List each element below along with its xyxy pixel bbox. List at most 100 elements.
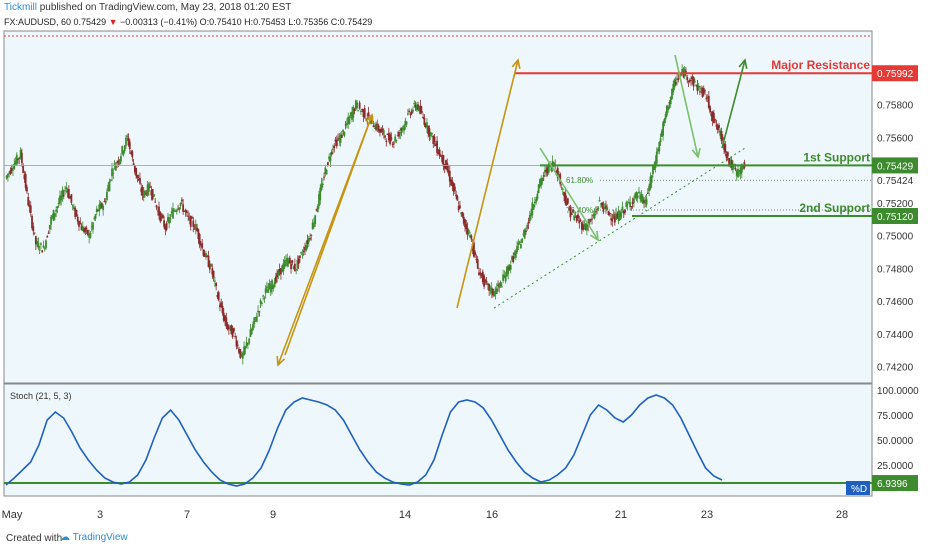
candle-body bbox=[344, 124, 347, 126]
candle-body bbox=[196, 227, 198, 232]
candle-body bbox=[573, 215, 576, 221]
candle-body bbox=[615, 213, 618, 220]
candle-body bbox=[323, 176, 325, 178]
candle-body bbox=[334, 139, 337, 142]
candle-body bbox=[191, 217, 193, 219]
pullback-arrow-2 bbox=[674, 54, 699, 158]
candle-body bbox=[732, 164, 734, 170]
candle-body bbox=[146, 184, 149, 196]
candle-body bbox=[145, 193, 148, 195]
candle-body bbox=[193, 228, 196, 230]
candle-body bbox=[272, 285, 275, 289]
candle-body bbox=[277, 270, 280, 276]
candle-body bbox=[222, 312, 225, 321]
candle-body bbox=[38, 249, 41, 251]
candle-body bbox=[480, 273, 483, 276]
candle-body bbox=[160, 216, 163, 218]
candle-body bbox=[333, 145, 336, 149]
candle-body bbox=[379, 129, 381, 133]
candle-body bbox=[485, 281, 488, 283]
candle-body bbox=[469, 235, 471, 238]
candle-body bbox=[150, 190, 153, 196]
candle-body bbox=[210, 264, 212, 267]
candle-body bbox=[395, 139, 398, 141]
candle-body bbox=[500, 286, 503, 288]
candle-body bbox=[234, 335, 237, 337]
candle-body bbox=[194, 224, 197, 230]
candle-body bbox=[396, 134, 399, 136]
candle-body bbox=[688, 79, 691, 82]
candle-body bbox=[728, 157, 731, 165]
candle-body bbox=[202, 249, 205, 256]
candle-body bbox=[34, 236, 37, 245]
candle-body bbox=[120, 156, 122, 162]
candle-body bbox=[494, 288, 497, 295]
second-support-price-tag-box bbox=[872, 208, 918, 225]
candle-body bbox=[629, 201, 631, 207]
candle-body bbox=[203, 253, 206, 258]
publish-text: published on TradingView.com, May 23, 20… bbox=[39, 2, 292, 13]
candle-body bbox=[602, 207, 605, 212]
candle-body bbox=[502, 274, 505, 281]
candle-body bbox=[586, 223, 588, 231]
candle-body bbox=[254, 317, 257, 319]
candle-body bbox=[117, 160, 120, 163]
candle-body bbox=[592, 214, 595, 216]
candle-body bbox=[376, 123, 379, 130]
target-arrow bbox=[721, 59, 746, 149]
candle-body bbox=[348, 116, 351, 125]
candle-body bbox=[437, 151, 440, 154]
candle-body bbox=[575, 215, 578, 222]
candle-body bbox=[166, 217, 169, 222]
candle-body bbox=[648, 185, 651, 191]
candle-body bbox=[740, 164, 743, 173]
candle-body bbox=[26, 187, 28, 192]
price-tick-label: 0.75600 bbox=[877, 133, 914, 144]
stoch-tick-label: 75.0000 bbox=[877, 411, 914, 422]
candle-body bbox=[459, 205, 461, 209]
current-price-tag: 0.75429 bbox=[877, 161, 914, 172]
candle-body bbox=[283, 260, 286, 268]
candle-body bbox=[730, 159, 733, 168]
candle-body bbox=[51, 215, 54, 218]
candle-body bbox=[179, 202, 182, 206]
candle-body bbox=[343, 131, 346, 136]
tradingview-logo[interactable]: ☁ TradingView bbox=[60, 532, 128, 543]
candle-body bbox=[320, 183, 323, 190]
candle-body bbox=[249, 329, 252, 338]
candle-body bbox=[291, 260, 294, 263]
candle-body bbox=[136, 174, 139, 178]
candle-body bbox=[611, 218, 614, 222]
candle-body bbox=[127, 137, 130, 146]
stoch-pane bbox=[3, 383, 873, 497]
candle-body bbox=[264, 288, 267, 294]
candle-body bbox=[65, 187, 68, 190]
candle-body bbox=[403, 125, 405, 131]
candle-body bbox=[636, 195, 639, 199]
price-tick-label: 0.75800 bbox=[877, 101, 914, 112]
candle-body bbox=[666, 105, 668, 116]
candle-body bbox=[183, 210, 186, 212]
time-tick-label: 14 bbox=[399, 509, 411, 521]
candle-body bbox=[632, 198, 635, 203]
candle-body bbox=[508, 266, 511, 270]
candle-body bbox=[391, 143, 394, 145]
last-price: 0.75429 bbox=[73, 17, 107, 27]
candle-body bbox=[239, 349, 242, 358]
candle-body bbox=[313, 222, 315, 227]
candle-body bbox=[32, 226, 35, 232]
candle-body bbox=[84, 227, 87, 232]
candle-body bbox=[499, 282, 502, 287]
candle-body bbox=[423, 117, 426, 126]
brand-name[interactable]: Tickmill bbox=[4, 2, 37, 13]
candle-body bbox=[399, 132, 402, 134]
stoch-tick-label: 50.0000 bbox=[877, 436, 914, 447]
candle-body bbox=[109, 179, 112, 181]
time-tick-label: 3 bbox=[97, 509, 103, 521]
candle-body bbox=[13, 163, 16, 169]
candle-body bbox=[23, 174, 26, 180]
candle-body bbox=[461, 212, 464, 217]
candle-body bbox=[48, 225, 51, 230]
candle-body bbox=[583, 224, 586, 227]
